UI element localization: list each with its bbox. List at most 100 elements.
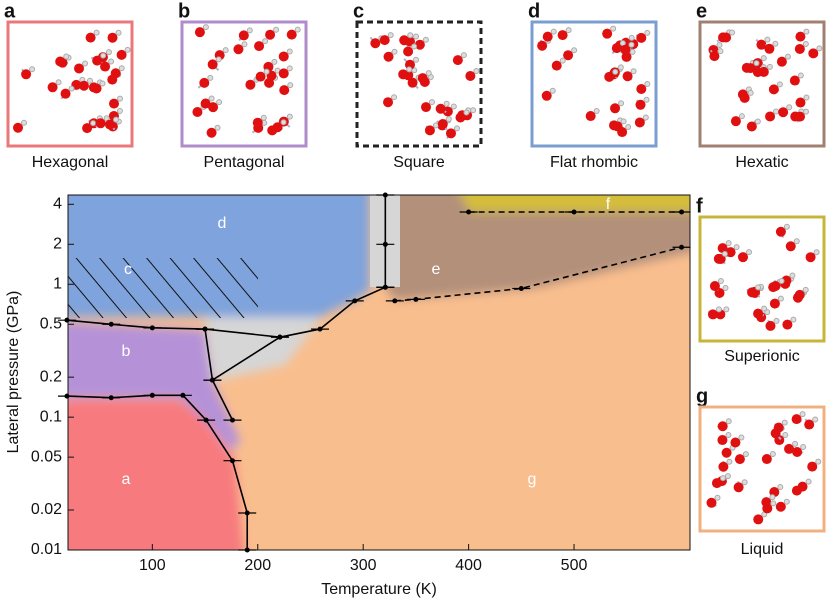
oxygen [734, 454, 745, 465]
data-point [413, 296, 419, 302]
region-label: a [122, 471, 131, 488]
hydrogen [271, 58, 278, 65]
hydrogen [406, 66, 413, 73]
oxygen [278, 51, 289, 62]
data-point [108, 321, 114, 327]
oxygen [78, 80, 89, 91]
hydrogen [773, 317, 780, 324]
oxygen [797, 481, 808, 492]
hydrogen [729, 29, 736, 36]
hydrogen [628, 41, 635, 48]
oxygen [585, 111, 596, 122]
hydrogen [55, 79, 62, 86]
oxygen [620, 44, 631, 55]
oxygen [733, 482, 744, 493]
hydrogen [793, 238, 800, 245]
hydrogen [726, 458, 733, 465]
hydrogen [391, 94, 398, 101]
oxygen [537, 40, 548, 51]
hydrogen [105, 49, 112, 56]
oxygen [775, 501, 786, 512]
hydrogen [754, 118, 761, 125]
data-point [202, 326, 208, 332]
hydrogen [29, 66, 36, 73]
hydrogen [643, 96, 650, 103]
hydrogen [629, 48, 636, 55]
panel-caption: Hexatic [735, 154, 788, 171]
oxygen [778, 107, 789, 118]
oxygen [414, 39, 425, 50]
hydrogen [630, 68, 637, 75]
oxygen [791, 414, 802, 425]
oxygen [407, 77, 418, 88]
oxygen [717, 435, 728, 446]
hydrogen [812, 416, 819, 423]
oxygen [738, 252, 749, 263]
oxygen [622, 71, 633, 82]
oxygen [455, 112, 466, 123]
oxygen [717, 243, 728, 254]
oxygen [807, 461, 818, 472]
oxygen [764, 43, 775, 54]
oxygen [711, 478, 722, 489]
hydrogen [778, 278, 785, 285]
hydrogen [407, 32, 414, 39]
hydrogen [719, 475, 726, 482]
hydrogen [782, 432, 789, 439]
hydrogen [202, 24, 209, 31]
oxygen [85, 32, 96, 43]
oxygen [541, 90, 552, 101]
hydrogen [723, 306, 730, 313]
hydrogen [108, 58, 115, 65]
data-point [392, 298, 398, 304]
hydrogen [772, 40, 779, 47]
oxygen [745, 63, 756, 74]
data-point [382, 192, 388, 198]
y-tick-label: 0.02 [31, 501, 62, 518]
oxygen [110, 68, 121, 79]
hydrogen [628, 34, 635, 41]
hydrogen [803, 94, 810, 101]
oxygen [370, 38, 381, 49]
y-tick-label: 1 [53, 276, 62, 293]
hydrogen [432, 122, 439, 129]
hydrogen [789, 272, 796, 279]
oxygen [747, 287, 758, 298]
hydrogen [262, 38, 269, 45]
data-point [209, 377, 215, 383]
oxygen [82, 123, 93, 134]
oxygen [424, 125, 435, 136]
hydrogen [777, 295, 784, 302]
hydrogen [617, 64, 624, 71]
hydrogen [781, 419, 788, 426]
hydrogen [116, 107, 123, 114]
panel-letter: f [696, 195, 703, 217]
hydrogen [93, 29, 100, 36]
hydrogen [764, 36, 771, 43]
y-tick-label: 0.2 [40, 368, 62, 385]
oxygen [713, 253, 724, 264]
hydrogen [443, 100, 450, 107]
hydrogen [286, 48, 293, 55]
hydrogen [86, 77, 93, 84]
region-f [460, 195, 690, 212]
hydrogen [802, 286, 809, 293]
panel-caption: Superionic [724, 348, 800, 365]
hydrogen [717, 48, 724, 55]
hydrogen [214, 124, 221, 131]
oxygen [762, 503, 773, 514]
hydrogen [571, 47, 578, 54]
oxygen [563, 50, 574, 61]
oxygen [286, 29, 297, 40]
oxygen [557, 30, 568, 41]
hydrogen [63, 53, 70, 60]
hydrogen [216, 99, 223, 106]
oxygen [707, 309, 718, 320]
hydrogen [115, 29, 122, 36]
oxygen [768, 84, 779, 95]
hydrogen [742, 451, 749, 458]
oxygen [417, 73, 428, 84]
oxygen [634, 117, 645, 128]
data-point [382, 241, 388, 247]
oxygen [761, 454, 772, 465]
